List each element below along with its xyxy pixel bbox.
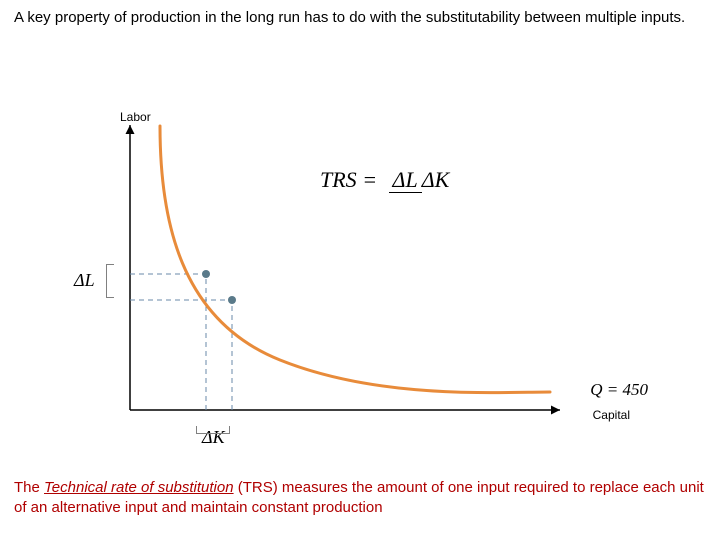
isoquant-chart: Labor Capital TRS = ΔLΔK ΔL ΔK Q = 450: [120, 120, 580, 420]
delta-l-label: ΔL: [74, 270, 95, 291]
conclusion-paragraph: The Technical rate of substitution (TRS)…: [14, 478, 706, 519]
conclusion-term: Technical rate of substitution: [44, 479, 234, 496]
isoquant-label: Q = 450: [590, 380, 648, 400]
intro-paragraph: A key property of production in the long…: [14, 8, 706, 28]
delta-l-bracket: [106, 264, 114, 298]
conclusion-pre: The: [14, 479, 44, 496]
delta-k-bracket: [196, 426, 230, 434]
x-axis-label: Capital: [593, 408, 630, 422]
chart-svg: [120, 120, 580, 420]
